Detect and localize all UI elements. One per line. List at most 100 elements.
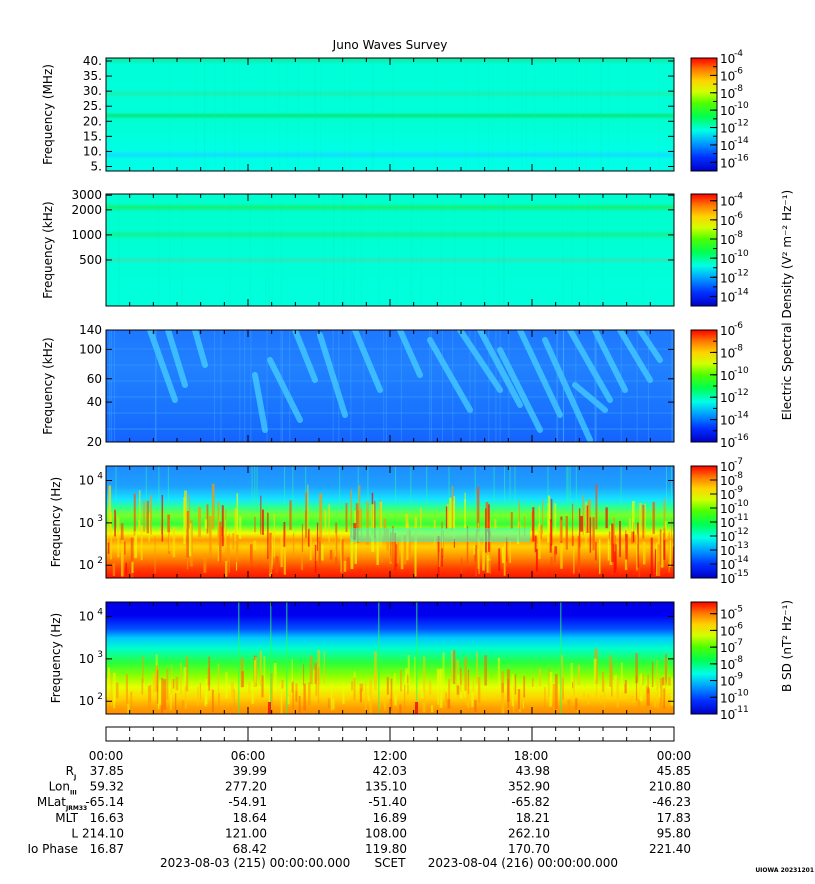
colorbar-tick-label: 10: [720, 324, 735, 338]
credit-label: UIOWA 20231201: [755, 867, 814, 874]
spectrogram-texture: [107, 466, 674, 578]
ephemeris-value: 16.63: [90, 811, 124, 825]
magnetic-colorbar-label: B SD (nT² Hz⁻¹): [780, 600, 794, 692]
colorbar-tick-label: 10: [720, 544, 735, 558]
colorbar-tick-exponent: -10: [734, 101, 749, 111]
colorbar-tick-exponent: -14: [734, 136, 749, 146]
colorbar-tick-label: 10: [720, 436, 735, 450]
x-tick-label: 00:00: [657, 749, 692, 763]
colorbar-tick-exponent: -8: [734, 343, 743, 353]
colorbar-tick-exponent: -10: [734, 499, 749, 509]
y-tick-label: 10: [79, 610, 94, 624]
ephemeris-label-subscript: JRM33: [65, 805, 87, 812]
colorbar-tick-label: 10: [720, 122, 735, 136]
colorbar-tick-exponent: -13: [734, 541, 749, 551]
colorbar-tick-exponent: -4: [734, 192, 743, 202]
colorbar-tick-exponent: -15: [734, 569, 749, 579]
ephemeris-value: -65.14: [85, 795, 124, 809]
colorbar-tick-exponent: -4: [734, 49, 743, 59]
colorbar-tick-label: 10: [720, 195, 735, 209]
ephemeris-label-subscript: III: [70, 790, 77, 797]
y-tick-exponent: 4: [97, 608, 103, 618]
ephemeris-value: 108.00: [365, 826, 407, 840]
colorbar-tick-exponent: -14: [734, 411, 749, 421]
colorbar-tick-label: 10: [720, 369, 735, 383]
y-axis-label: Frequency (kHz): [41, 201, 55, 298]
y-tick-label: 20.: [83, 114, 102, 128]
ephemeris-value: 18.64: [233, 811, 267, 825]
ephemeris-value: -51.40: [368, 795, 407, 809]
ephemeris-row: MLat JRM33-65.14 -54.91 -51.40 -65.82 -46.23: [37, 795, 691, 812]
colorbar-tick-label: 10: [720, 271, 735, 285]
ephemeris-value: 17.83: [657, 811, 691, 825]
ephemeris-row: L 214.10 121.00 108.00 262.10 95.80: [71, 826, 691, 840]
colorbar-tick-label: 10: [720, 641, 735, 655]
colorbar-tick-label: 10: [720, 502, 735, 516]
spectrogram-texture: [106, 330, 674, 442]
colorbar-tick-label: 10: [720, 87, 735, 101]
y-tick-label: 25.: [83, 99, 102, 113]
colorbar-gradient: [691, 330, 717, 442]
colorbar-tick-exponent: -7: [734, 638, 743, 648]
colorbar-tick-label: 10: [720, 691, 735, 705]
spectrogram-panel: 40.35.30.25.20.15.10.5. Frequency (MHz) 10…: [41, 49, 749, 173]
colorbar-tick-label: 10: [720, 290, 735, 304]
colorbar-tick-label: 10: [720, 252, 735, 266]
colorbar-tick-exponent: -11: [734, 705, 749, 715]
colorbar-tick-exponent: -16: [734, 153, 749, 163]
colorbar-tick-exponent: -7: [734, 457, 743, 467]
ephemeris-row: MLT 16.63 18.64 16.89 18.21 17.83: [55, 811, 691, 825]
ephemeris-value: 18.21: [516, 811, 550, 825]
y-tick-label: 60: [87, 372, 102, 386]
x-tick-label: 12:00: [373, 749, 408, 763]
colorbar-gradient: [691, 58, 717, 171]
colorbar-tick-exponent: -8: [734, 655, 743, 665]
ephemeris-value: 16.87: [90, 842, 124, 856]
y-tick-label: 10: [79, 474, 94, 488]
colorbar-tick-exponent: -9: [734, 485, 743, 495]
chart-title: Juno Waves Survey: [332, 38, 448, 52]
colorbar-tick-label: 10: [720, 608, 735, 622]
spectrogram-image: [106, 58, 674, 171]
x-tick-label: 00:00: [89, 749, 124, 763]
colorbar-tick-label: 10: [720, 516, 735, 530]
y-tick-label: 500: [79, 253, 102, 267]
colorbar-frame: [690, 193, 718, 307]
ephemeris-value: 221.40: [649, 842, 691, 856]
colorbar-tick-label: 10: [720, 139, 735, 153]
colorbar-tick-exponent: -10: [734, 249, 749, 259]
colorbar-gradient: [691, 194, 717, 306]
ephemeris-label: L: [71, 826, 78, 840]
colorbar-frame: [690, 57, 718, 172]
colorbar-tick-exponent: -6: [734, 621, 743, 631]
colorbar-tick-exponent: -12: [734, 119, 749, 129]
ephemeris-value: 170.70: [508, 842, 550, 856]
ephemeris-label: MLT: [55, 811, 78, 825]
y-tick-exponent: 4: [97, 472, 103, 482]
colorbar-tick-label: 10: [720, 460, 735, 474]
colorbar-tick-exponent: -12: [734, 527, 749, 537]
y-tick-label: 20: [87, 435, 102, 449]
colorbar-gradient: [691, 602, 717, 714]
y-tick-label: 2000: [71, 203, 102, 217]
y-axis-label: Frequency (MHz): [41, 64, 55, 165]
ephemeris-value: 68.42: [233, 842, 267, 856]
colorbar-tick-label: 10: [720, 572, 735, 586]
colorbar-tick-label: 10: [720, 624, 735, 638]
y-tick-label: 10: [79, 694, 94, 708]
ephemeris-value: 352.90: [508, 780, 550, 794]
y-axis-label: Frequency (kHz): [41, 337, 55, 434]
ephemeris-row: Io Phase 16.87 68.42 119.80 170.70 221.40: [27, 842, 691, 856]
colorbar-tick-label: 10: [720, 658, 735, 672]
colorbar-tick-exponent: -6: [734, 321, 743, 331]
scet-label: SCET: [375, 856, 407, 870]
ephemeris-value: 214.10: [82, 826, 124, 840]
x-tick-label: 06:00: [231, 749, 266, 763]
colorbar-tick-label: 10: [720, 530, 735, 544]
